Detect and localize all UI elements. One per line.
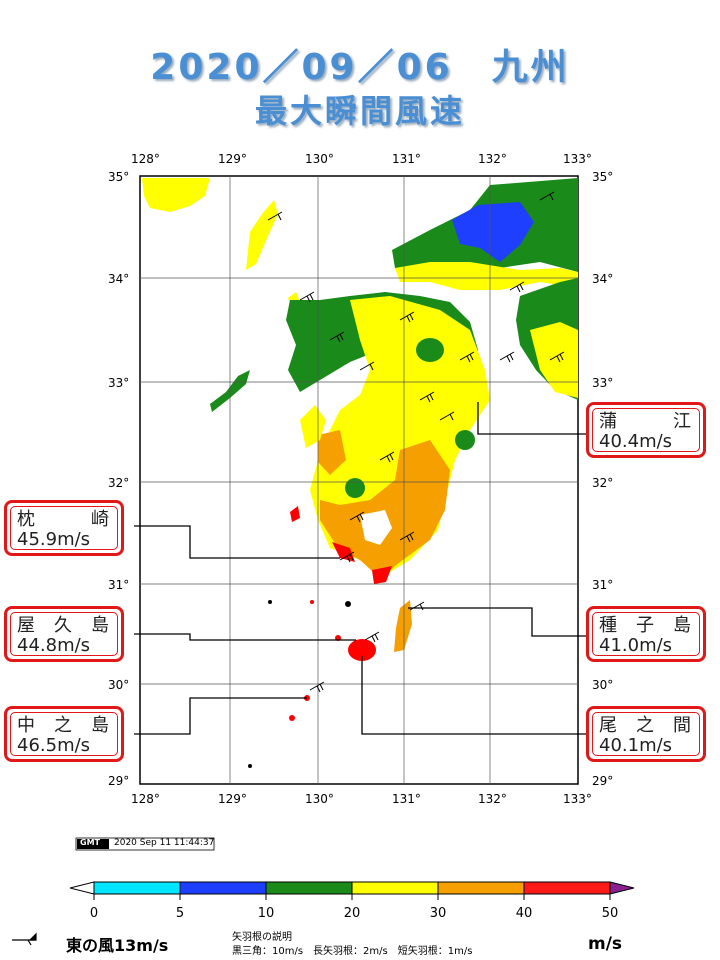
lat-tick-30-right: 30°: [592, 678, 614, 692]
green-patch-1: [345, 478, 365, 498]
makurazaki-red: [332, 542, 355, 562]
station-value: 46.5m/s: [17, 735, 91, 756]
lon-tick-129-bottom: 129°: [218, 792, 247, 806]
legend-barb-icon: [12, 932, 37, 946]
gmt-stamp-box: [75, 837, 215, 851]
lon-tick-132-bottom: 132°: [478, 792, 507, 806]
station-label-makurazaki: 枕崎 45.9m/s: [4, 500, 124, 556]
station-label-yakushima: 屋久島 44.8m/s: [4, 606, 124, 662]
gmt-logo: GMT: [80, 838, 100, 847]
kyushu-orange-west: [318, 430, 346, 475]
lat-tick-35-right: 35°: [592, 170, 614, 184]
colorbar-unit: m/s: [588, 934, 623, 954]
gmt-logo-box: [77, 839, 109, 849]
land-areas: [142, 178, 578, 768]
colorbar-tick-30: 30: [429, 906, 447, 921]
station-name: 屋久島: [17, 615, 113, 636]
legend-explain-title: 矢羽根の説明: [232, 932, 292, 943]
station-name: 尾之間: [599, 715, 695, 736]
colorbar-tick-10: 10: [257, 906, 275, 921]
lat-tick-34-right: 34°: [592, 272, 614, 286]
colorbar-tick-5: 5: [175, 906, 185, 921]
grid-lines: [140, 176, 578, 784]
island-s2: [310, 600, 314, 604]
lat-tick-31-right: 31°: [592, 578, 614, 592]
station-name: 枕崎: [17, 509, 113, 530]
lat-tick-32-left: 32°: [108, 476, 130, 490]
kagoshima-bay: [360, 510, 392, 545]
map-title-subject: 最大瞬間風速: [254, 92, 465, 130]
koshiki: [290, 506, 300, 522]
station-value: 40.1m/s: [599, 735, 673, 756]
tsushima: [246, 200, 278, 270]
lon-tick-133-top: 133°: [563, 152, 592, 166]
blue-area: [452, 202, 534, 262]
station-name: 蒲江: [599, 411, 695, 432]
lon-tick-131-bottom: 131°: [392, 792, 421, 806]
korea-tip: [142, 178, 210, 212]
lat-tick-29-left: 29°: [108, 774, 130, 788]
lat-tick-29-right: 29°: [592, 774, 614, 788]
lon-tick-133-bottom: 133°: [563, 792, 592, 806]
lon-tick-131-top: 131°: [392, 152, 421, 166]
station-label-onoaida: 尾之間 40.1m/s: [586, 706, 706, 762]
lat-tick-34-left: 34°: [108, 272, 130, 286]
island-s4: [345, 601, 351, 607]
colorbar-tick-20: 20: [343, 906, 361, 921]
yakushima-island: [348, 639, 376, 661]
station-name: 中之島: [17, 715, 113, 736]
lon-tick-130-top: 130°: [305, 152, 334, 166]
station-value: 45.9m/s: [17, 529, 91, 550]
lon-tick-129-top: 129°: [218, 152, 247, 166]
lon-tick-130-bottom: 130°: [305, 792, 334, 806]
lat-tick-33-right: 33°: [592, 376, 614, 390]
lon-tick-128-bottom: 128°: [131, 792, 160, 806]
gmt-timestamp: 2020 Sep 11 11:44:37: [114, 838, 215, 848]
green-patch-3: [416, 338, 444, 362]
leader-lines: [134, 402, 586, 735]
wind-barbs: [267, 191, 565, 693]
island-s3: [268, 600, 272, 604]
shikoku-yellow: [530, 322, 578, 398]
lat-tick-32-right: 32°: [592, 476, 614, 490]
legend-arrow-label: 東の風13m/s: [66, 936, 169, 955]
colorbar-tick-40: 40: [515, 906, 533, 921]
osumi-red: [372, 566, 392, 584]
station-value: 40.4m/s: [599, 431, 673, 452]
lat-tick-30-left: 30°: [108, 678, 130, 692]
island-s1: [289, 715, 295, 721]
kyushu-orange-south: [320, 440, 450, 578]
island-s5: [248, 764, 252, 768]
lat-tick-33-left: 33°: [108, 376, 130, 390]
station-label-nakanoshima: 中之島 46.5m/s: [4, 706, 124, 762]
station-name: 種子島: [599, 615, 695, 636]
colorbar: [69, 881, 635, 900]
colorbar-tick-50: 50: [601, 906, 619, 921]
amakusa: [300, 405, 326, 448]
lon-tick-132-top: 132°: [478, 152, 507, 166]
chugoku-yellow: [395, 262, 578, 290]
tanegashima-island: [394, 600, 412, 652]
legend-explain-line: 黒三角：10m/s 長矢羽根：2m/s 短矢羽根：1m/s: [232, 946, 473, 957]
station-label-tanegashima: 種子島 41.0m/s: [586, 606, 706, 662]
station-value: 44.8m/s: [17, 635, 91, 656]
green-patch-2: [455, 430, 475, 450]
station-label-kamae: 蒲江 40.4m/s: [586, 402, 706, 458]
lat-tick-35-left: 35°: [108, 170, 130, 184]
map-title-date: 2020／09／06 九州: [150, 47, 570, 88]
lon-tick-128-top: 128°: [131, 152, 160, 166]
station-value: 41.0m/s: [599, 635, 673, 656]
lat-tick-31-left: 31°: [108, 578, 130, 592]
colorbar-tick-0: 0: [89, 906, 99, 921]
